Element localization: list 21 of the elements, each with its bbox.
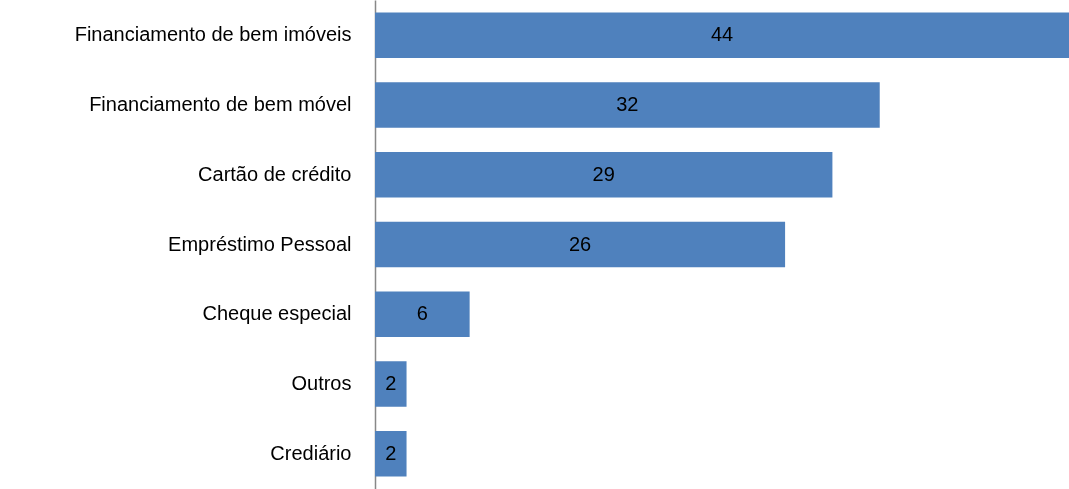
y-tick-label: Financiamento de bem móvel <box>89 92 352 115</box>
data-label: 29 <box>592 162 615 185</box>
y-tick-label: Crediário <box>270 441 352 464</box>
bar <box>375 291 470 337</box>
bar <box>375 431 407 477</box>
data-label: 32 <box>616 92 639 115</box>
y-tick-label: Empréstimo Pessoal <box>168 232 352 255</box>
y-tick-label: Outros <box>291 372 352 395</box>
bar <box>375 221 786 268</box>
bar <box>375 152 833 198</box>
bar <box>375 361 407 407</box>
bar <box>375 82 880 128</box>
y-tick-label: Cartão de crédito <box>198 162 352 185</box>
bar <box>375 12 1069 58</box>
y-tick-label: Cheque especial <box>202 302 352 325</box>
data-label: 26 <box>568 232 592 255</box>
y-tick-label: Financiamento de bem imóveis <box>74 23 352 46</box>
data-label: 6 <box>416 302 428 325</box>
data-label: 2 <box>385 372 397 395</box>
data-label: 44 <box>710 23 734 46</box>
data-label: 2 <box>385 441 397 464</box>
